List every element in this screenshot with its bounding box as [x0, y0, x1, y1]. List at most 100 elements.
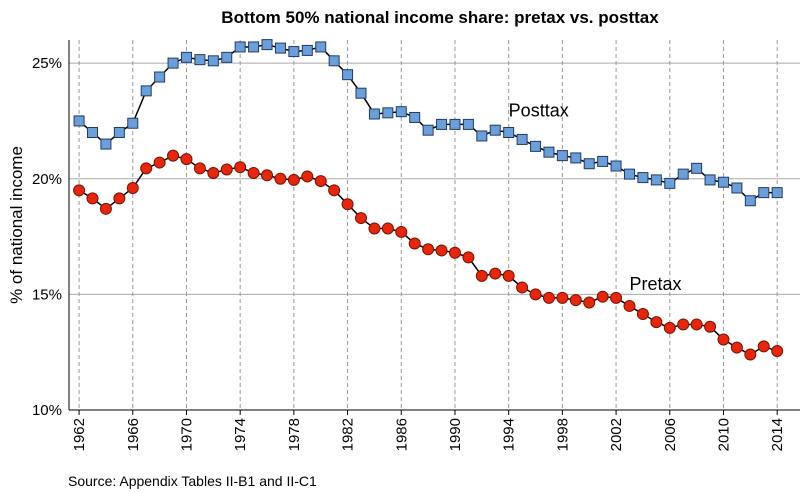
- y-tick-label: 25%: [32, 55, 62, 72]
- marker: [422, 243, 435, 256]
- marker: [717, 333, 730, 346]
- marker: [637, 172, 649, 184]
- marker: [757, 340, 770, 353]
- marker: [462, 118, 474, 130]
- marker: [731, 182, 743, 194]
- y-tick-label: 20%: [32, 171, 62, 188]
- marker: [381, 222, 394, 235]
- series-label: Pretax: [630, 274, 682, 294]
- marker: [556, 150, 568, 162]
- marker: [704, 174, 716, 186]
- marker: [207, 166, 220, 179]
- marker: [288, 46, 300, 58]
- marker: [221, 51, 233, 63]
- marker: [435, 244, 448, 257]
- marker: [502, 269, 515, 282]
- marker: [489, 124, 501, 136]
- source: Source: Appendix Tables II-B1 and II-C1: [68, 473, 317, 489]
- marker: [664, 177, 676, 189]
- marker: [744, 348, 757, 361]
- marker: [530, 140, 542, 152]
- marker: [113, 127, 125, 138]
- marker: [140, 85, 152, 97]
- marker: [663, 321, 676, 334]
- chart-title: Bottom 50% national income share: pretax…: [221, 8, 659, 27]
- marker: [677, 168, 689, 180]
- marker: [569, 294, 582, 307]
- y-tick-label: 10%: [32, 402, 62, 419]
- marker: [315, 41, 327, 53]
- marker: [234, 41, 246, 53]
- marker: [261, 39, 273, 51]
- marker: [422, 124, 434, 136]
- marker: [623, 299, 636, 312]
- marker: [301, 44, 313, 56]
- marker: [650, 316, 663, 329]
- marker: [610, 291, 623, 304]
- marker: [691, 162, 703, 174]
- y-tick-label: 15%: [32, 286, 62, 303]
- marker: [314, 175, 327, 188]
- series-label: Posttax: [509, 101, 569, 121]
- marker: [248, 41, 260, 53]
- marker: [207, 55, 219, 67]
- marker: [516, 281, 529, 294]
- marker: [489, 267, 502, 280]
- marker: [543, 146, 555, 158]
- marker: [73, 184, 86, 197]
- x-tick-label: 1986: [393, 418, 410, 451]
- marker: [382, 107, 394, 119]
- marker: [153, 156, 166, 169]
- marker: [758, 187, 770, 199]
- marker: [99, 202, 112, 215]
- y-axis-label: % of national income: [7, 146, 26, 304]
- marker: [476, 130, 488, 142]
- marker: [583, 158, 595, 170]
- marker: [127, 117, 139, 129]
- marker: [597, 155, 609, 167]
- x-tick-label: 1998: [554, 418, 571, 451]
- marker: [717, 176, 729, 188]
- marker: [193, 162, 206, 175]
- marker: [636, 308, 649, 321]
- marker: [140, 162, 153, 175]
- marker: [234, 161, 247, 174]
- marker: [408, 237, 421, 250]
- marker: [247, 166, 260, 179]
- marker: [448, 246, 461, 259]
- marker: [154, 71, 166, 83]
- marker: [167, 57, 179, 69]
- x-tick-label: 2006: [662, 418, 679, 451]
- x-tick-label: 2002: [608, 418, 625, 451]
- x-tick-label: 2014: [769, 418, 786, 451]
- marker: [704, 320, 717, 333]
- marker: [462, 251, 475, 264]
- marker: [677, 318, 690, 331]
- marker: [395, 225, 408, 238]
- marker: [409, 111, 421, 123]
- marker: [328, 55, 340, 67]
- marker: [730, 341, 743, 354]
- marker: [180, 153, 193, 166]
- x-tick-label: 1970: [178, 418, 195, 451]
- marker: [287, 173, 300, 186]
- x-tick-label: 1962: [71, 418, 88, 451]
- x-tick-label: 1978: [286, 418, 303, 451]
- marker: [86, 127, 98, 138]
- x-tick-label: 2010: [715, 418, 732, 451]
- marker: [516, 133, 528, 145]
- x-tick-label: 1966: [125, 418, 142, 451]
- marker: [744, 195, 756, 207]
- marker: [220, 163, 233, 176]
- x-tick-label: 1990: [447, 418, 464, 451]
- marker: [301, 170, 314, 183]
- marker: [542, 291, 555, 304]
- marker: [624, 168, 636, 180]
- marker: [261, 169, 274, 182]
- series-line: [78, 43, 778, 202]
- marker: [395, 106, 407, 118]
- marker: [73, 115, 85, 127]
- marker: [342, 69, 354, 81]
- marker: [100, 138, 112, 150]
